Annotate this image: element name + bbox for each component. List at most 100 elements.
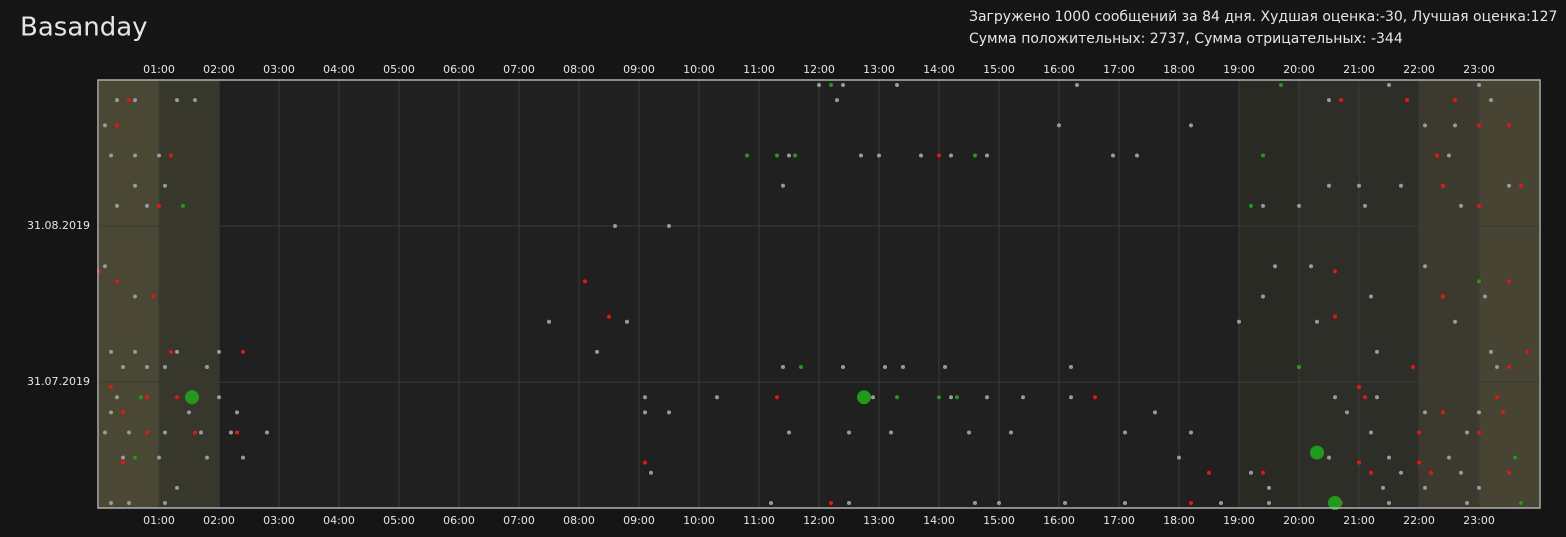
data-point (109, 349, 113, 354)
data-point (1189, 500, 1193, 505)
data-point (1135, 153, 1139, 158)
x-tick-label: 18:00 (1163, 63, 1195, 76)
data-point (1447, 455, 1451, 460)
x-tick-label: 19:00 (1223, 514, 1255, 527)
x-tick-label: 20:00 (1283, 514, 1315, 527)
shade (99, 80, 159, 508)
data-point (1477, 430, 1481, 435)
data-point (1459, 470, 1463, 475)
data-point (1123, 430, 1127, 435)
data-point (1363, 395, 1367, 400)
data-point (115, 123, 119, 128)
data-point (1327, 98, 1331, 103)
data-point (769, 500, 773, 505)
data-point (133, 153, 137, 158)
y-tick-label: 31.08.2019 (27, 219, 90, 232)
x-tick-label: 06:00 (443, 514, 475, 527)
data-point (127, 430, 131, 435)
x-tick-label: 11:00 (743, 63, 775, 76)
data-point (829, 500, 833, 505)
x-tick-label: 05:00 (383, 514, 415, 527)
x-tick-label: 03:00 (263, 63, 295, 76)
data-point (1345, 410, 1349, 415)
x-tick-label: 22:00 (1403, 63, 1435, 76)
data-point (1489, 349, 1493, 354)
data-point (937, 395, 941, 400)
data-point (1411, 365, 1415, 370)
data-point (973, 500, 977, 505)
data-point (895, 395, 899, 400)
data-point (1453, 319, 1457, 324)
x-tick-label: 08:00 (563, 63, 595, 76)
data-point (1267, 500, 1271, 505)
x-tick-label: 16:00 (1043, 63, 1075, 76)
x-tick-label: 03:00 (263, 514, 295, 527)
data-point (217, 395, 221, 400)
data-point (835, 98, 839, 103)
x-tick-label: 07:00 (503, 63, 535, 76)
data-point (1237, 319, 1241, 324)
data-point (643, 460, 647, 465)
data-point (157, 455, 161, 460)
data-point (857, 390, 871, 405)
data-point (1369, 470, 1373, 475)
data-point (1315, 319, 1319, 324)
x-tick-label: 01:00 (143, 63, 175, 76)
data-point (1399, 470, 1403, 475)
data-point (121, 410, 125, 415)
data-point (1267, 485, 1271, 490)
data-point (1327, 183, 1331, 188)
x-tick-label: 21:00 (1343, 514, 1375, 527)
data-point (1507, 470, 1511, 475)
data-point (1519, 500, 1523, 505)
data-point (1459, 203, 1463, 208)
data-point (937, 153, 941, 158)
data-point (1477, 410, 1481, 415)
data-point (1507, 183, 1511, 188)
shade (1479, 80, 1539, 508)
data-point (109, 500, 113, 505)
data-point (1441, 183, 1445, 188)
data-point (547, 319, 551, 324)
data-point (1177, 455, 1181, 460)
data-point (1465, 500, 1469, 505)
x-tick-label: 12:00 (803, 63, 835, 76)
data-point (1021, 395, 1025, 400)
data-point (613, 224, 617, 229)
data-point (1423, 485, 1427, 490)
data-point (847, 430, 851, 435)
x-tick-label: 16:00 (1043, 514, 1075, 527)
data-point (109, 153, 113, 158)
data-point (1261, 470, 1265, 475)
data-point (103, 123, 107, 128)
data-point (1423, 410, 1427, 415)
data-point (157, 203, 161, 208)
data-point (667, 224, 671, 229)
data-point (1423, 264, 1427, 269)
data-point (607, 314, 611, 319)
data-point (1075, 83, 1079, 88)
x-tick-label: 12:00 (803, 514, 835, 527)
data-point (1417, 430, 1421, 435)
data-point (1261, 203, 1265, 208)
data-point (145, 430, 149, 435)
data-point (781, 183, 785, 188)
data-point (1519, 183, 1523, 188)
chart-title: Basanday (20, 13, 148, 43)
x-tick-label: 06:00 (443, 63, 475, 76)
data-point (1489, 98, 1493, 103)
data-point (175, 395, 179, 400)
data-point (775, 153, 779, 158)
data-point (1375, 395, 1379, 400)
data-point (841, 83, 845, 88)
data-point (1477, 203, 1481, 208)
data-point (185, 390, 199, 405)
data-point (1297, 365, 1301, 370)
x-tick-label: 05:00 (383, 63, 415, 76)
data-point (133, 183, 137, 188)
data-point (625, 319, 629, 324)
data-point (175, 485, 179, 490)
x-tick-label: 22:00 (1403, 514, 1435, 527)
data-point (169, 153, 173, 158)
data-point (1357, 460, 1361, 465)
